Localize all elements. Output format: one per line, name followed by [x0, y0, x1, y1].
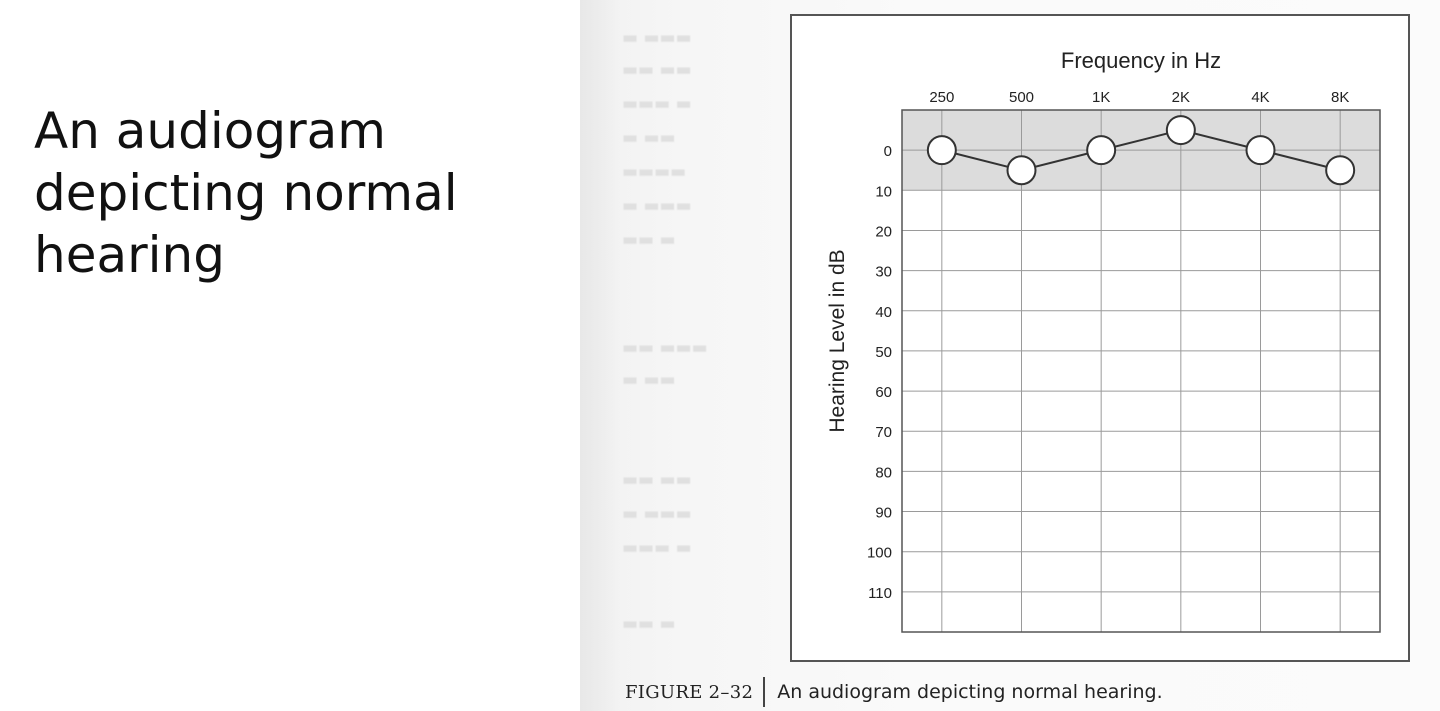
- slide-title: An audiogram depicting normal hearing: [34, 102, 458, 284]
- y-tick-label: 50: [875, 344, 892, 361]
- x-tick-label: 500: [1009, 89, 1034, 106]
- bleed-through-text: ▬▬▬▬: [622, 162, 687, 182]
- y-tick-label: 110: [868, 585, 892, 602]
- bleed-through-text: ▬▬▬ ▬: [622, 538, 692, 558]
- bleed-through-text: ▬▬ ▬: [622, 614, 676, 634]
- x-tick-label: 4K: [1251, 89, 1269, 106]
- caption-text: An audiogram depicting normal hearing.: [777, 681, 1163, 703]
- bleed-through-text: ▬ ▬▬: [622, 128, 676, 148]
- y-tick-label: 90: [875, 505, 892, 522]
- y-tick-label: 70: [875, 424, 892, 441]
- y-tick-label: 30: [875, 264, 892, 281]
- bleed-through-text: ▬▬▬ ▬: [622, 94, 692, 114]
- y-axis-label: Hearing Level in dB: [826, 249, 849, 432]
- bleed-through-text: ▬▬ ▬: [622, 230, 676, 250]
- bleed-through-text: ▬ ▬▬▬: [622, 504, 692, 524]
- bleed-through-text: ▬▬ ▬▬▬: [622, 338, 708, 358]
- figure-label: FIGURE 2–32: [625, 681, 754, 703]
- y-tick-label: 20: [875, 223, 892, 240]
- bleed-through-text: ▬▬ ▬▬: [622, 470, 692, 490]
- y-tick-label: 80: [875, 464, 892, 481]
- data-point-marker: [1086, 135, 1117, 166]
- y-tick-label: 60: [875, 384, 892, 401]
- data-point-marker: [1245, 135, 1276, 166]
- plot-border: [901, 109, 1381, 633]
- x-tick-label: 2K: [1172, 89, 1190, 106]
- bleed-through-text: ▬ ▬▬▬: [622, 28, 692, 48]
- data-point-marker: [926, 135, 957, 166]
- bleed-through-text: ▬ ▬▬: [622, 370, 676, 390]
- page-gutter-shadow: [580, 0, 620, 711]
- y-tick-label: 100: [867, 545, 892, 562]
- data-point-marker: [1165, 115, 1196, 146]
- y-tick-label: 0: [884, 143, 892, 160]
- data-point-marker: [1006, 155, 1037, 186]
- data-point-marker: [1325, 155, 1356, 186]
- x-tick-label: 250: [929, 89, 954, 106]
- audiogram-figure: Frequency in Hz 250 500 1K 2K 4K 8K 0 10 20 30 40 50…: [790, 14, 1410, 662]
- x-tick-label: 8K: [1331, 89, 1349, 106]
- y-tick-label: 10: [875, 183, 892, 200]
- audiogram-chart: Frequency in Hz 250 500 1K 2K 4K 8K 0 10 20 30 40 50…: [826, 48, 1381, 633]
- y-tick-label: 40: [875, 304, 892, 321]
- figure-caption: FIGURE 2–32 An audiogram depicting norma…: [625, 676, 1163, 708]
- bleed-through-text: ▬ ▬▬▬: [622, 196, 692, 216]
- caption-separator: [763, 677, 766, 707]
- bleed-through-text: ▬▬ ▬▬: [622, 60, 692, 80]
- x-axis-label: Frequency in Hz: [1061, 48, 1221, 73]
- x-tick-label: 1K: [1092, 89, 1110, 106]
